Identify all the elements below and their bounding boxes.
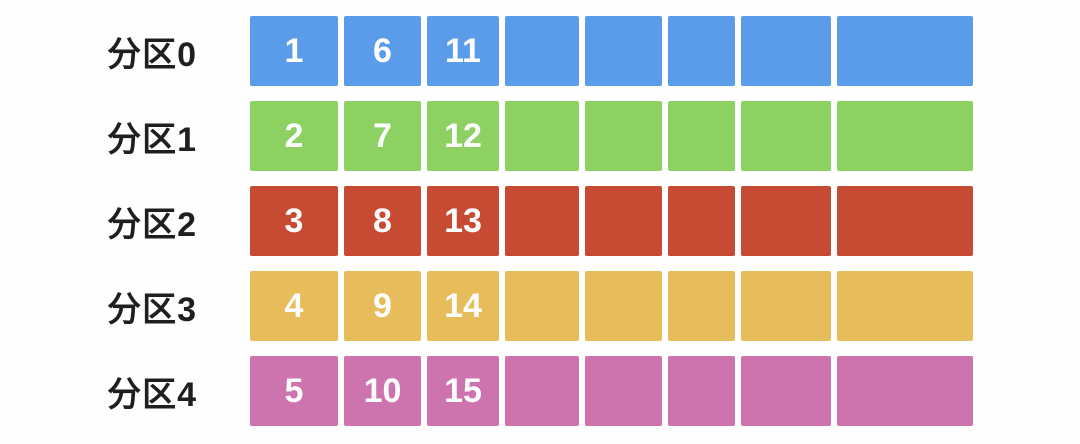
partition-cell-filled: 12: [427, 101, 499, 171]
partition-cell-filled: 15: [427, 356, 499, 426]
partition-label-column: 分区1: [0, 101, 250, 171]
partition-cell-empty: [668, 271, 735, 341]
partition-cell-empty: [585, 271, 662, 341]
cell-number: 3: [284, 202, 304, 240]
partition-cell-empty: [505, 271, 579, 341]
partition-cell-filled: 10: [344, 356, 421, 426]
cell-number: 7: [373, 117, 392, 155]
cell-number: 10: [363, 372, 402, 410]
partition-label-column: 分区3: [0, 271, 250, 341]
partition-cell-filled: 7: [344, 101, 421, 171]
partition-cell-filled: 5: [250, 356, 338, 426]
partition-label: 分区3: [107, 290, 197, 329]
partition-row: 分区3 4 9 14: [0, 271, 1080, 341]
partition-bar: 5 10 15: [250, 356, 973, 426]
partition-cell-filled: 6: [344, 16, 421, 86]
partition-cell-filled: 11: [427, 16, 499, 86]
partition-cell-empty: [585, 356, 662, 426]
partition-cell-filled: 8: [344, 186, 421, 256]
partition-cell-filled: 4: [250, 271, 338, 341]
partition-label: 分区0: [107, 35, 197, 74]
cell-number: 2: [284, 117, 304, 155]
cell-number: 4: [284, 287, 304, 325]
partition-cell-filled: 14: [427, 271, 499, 341]
partition-bar: 1 6 11: [250, 16, 973, 86]
cell-number: 6: [373, 32, 392, 70]
partition-cell-empty: [668, 101, 735, 171]
partition-cell-empty: [505, 16, 579, 86]
cell-number: 5: [284, 372, 304, 410]
partition-cell-empty: [505, 186, 579, 256]
partition-cell-empty: [668, 16, 735, 86]
partition-cell-empty: [837, 356, 973, 426]
partition-cell-empty: [668, 356, 735, 426]
partition-cell-filled: 3: [250, 186, 338, 256]
partition-row: 分区1 2 7 12: [0, 101, 1080, 171]
cell-number: 9: [373, 287, 392, 325]
partition-label-column: 分区2: [0, 186, 250, 256]
partition-row: 分区2 3 8 13: [0, 186, 1080, 256]
cell-number: 15: [444, 372, 482, 410]
partition-cell-filled: 13: [427, 186, 499, 256]
partition-bar: 3 8 13: [250, 186, 973, 256]
partition-cell-empty: [837, 16, 973, 86]
partition-label-column: 分区0: [0, 16, 250, 86]
partition-cell-filled: 9: [344, 271, 421, 341]
partition-label: 分区4: [107, 375, 197, 414]
cell-number: 11: [445, 32, 481, 70]
partition-cell-empty: [505, 356, 579, 426]
cell-number: 8: [373, 202, 392, 240]
partition-bar: 4 9 14: [250, 271, 973, 341]
partition-cell-empty: [741, 271, 831, 341]
cell-number: 12: [444, 117, 482, 155]
cell-number: 14: [444, 287, 482, 325]
partition-cell-empty: [585, 186, 662, 256]
cell-number: 13: [444, 202, 482, 240]
partition-cell-empty: [741, 356, 831, 426]
partition-cell-filled: 1: [250, 16, 338, 86]
partition-cell-empty: [837, 101, 973, 171]
partition-cell-empty: [741, 16, 831, 86]
partition-bar: 2 7 12: [250, 101, 973, 171]
partition-cell-empty: [505, 101, 579, 171]
partition-label: 分区2: [107, 205, 197, 244]
partition-cell-empty: [837, 271, 973, 341]
partition-cell-empty: [741, 186, 831, 256]
partition-cell-empty: [741, 101, 831, 171]
partition-label: 分区1: [107, 120, 197, 159]
partition-row: 分区0 1 6 11: [0, 16, 1080, 86]
partition-cell-empty: [585, 101, 662, 171]
partition-label-column: 分区4: [0, 356, 250, 426]
partition-cell-empty: [585, 16, 662, 86]
partition-cell-empty: [837, 186, 973, 256]
cell-number: 1: [284, 32, 304, 70]
partition-cell-filled: 2: [250, 101, 338, 171]
partition-cell-empty: [668, 186, 735, 256]
partition-row: 分区4 5 10 15: [0, 356, 1080, 426]
